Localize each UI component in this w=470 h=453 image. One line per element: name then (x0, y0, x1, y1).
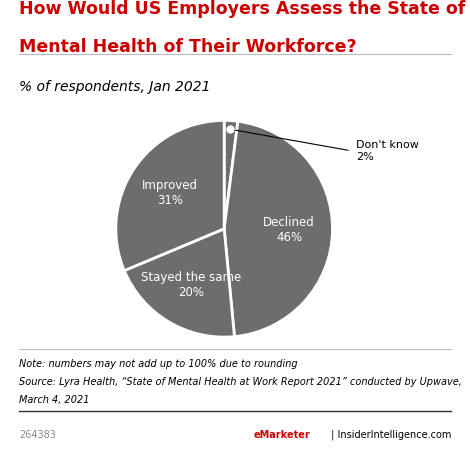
Text: Mental Health of Their Workforce?: Mental Health of Their Workforce? (19, 38, 356, 56)
Wedge shape (224, 121, 332, 337)
Wedge shape (224, 120, 238, 229)
Wedge shape (124, 229, 235, 337)
Text: Don't know
2%: Don't know 2% (356, 140, 419, 162)
Text: % of respondents, Jan 2021: % of respondents, Jan 2021 (19, 81, 210, 95)
Text: | InsiderIntelligence.com: | InsiderIntelligence.com (328, 429, 451, 440)
Text: Note: numbers may not add up to 100% due to rounding: Note: numbers may not add up to 100% due… (19, 359, 298, 369)
Wedge shape (116, 120, 224, 270)
Text: Improved
31%: Improved 31% (142, 179, 198, 207)
Text: 264383: 264383 (19, 430, 55, 440)
Text: March 4, 2021: March 4, 2021 (19, 395, 89, 405)
Text: Source: Lyra Health, “State of Mental Health at Work Report 2021” conducted by U: Source: Lyra Health, “State of Mental He… (19, 377, 462, 387)
Text: Stayed the same
20%: Stayed the same 20% (141, 270, 241, 299)
Text: How Would US Employers Assess the State of: How Would US Employers Assess the State … (19, 0, 465, 18)
Text: eMarketer: eMarketer (254, 430, 311, 440)
Text: Declined
46%: Declined 46% (263, 216, 315, 244)
